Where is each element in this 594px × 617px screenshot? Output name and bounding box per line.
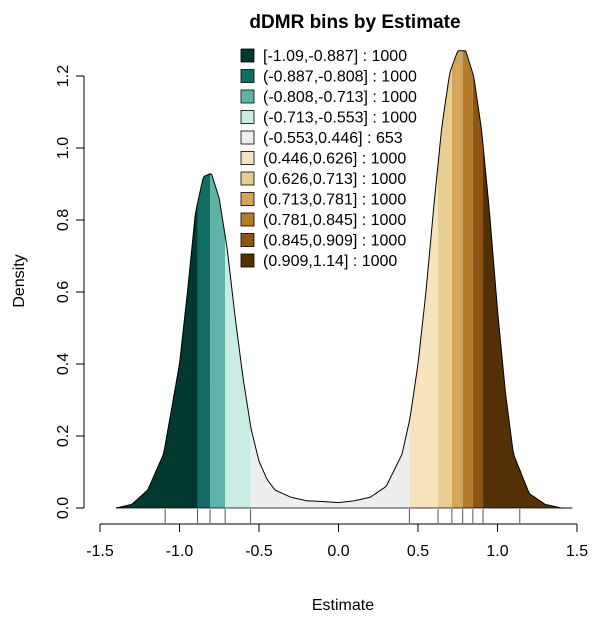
x-tick-label-2: -0.5 [245, 543, 273, 560]
x-tick-label-5: 1.0 [486, 543, 508, 560]
legend-swatch-6 [240, 171, 255, 186]
legend-swatch-10 [240, 253, 255, 268]
x-tick-label-1: -1.0 [166, 543, 194, 560]
bin-band-2 [210, 173, 226, 508]
bin-band-5 [409, 164, 439, 509]
y-tick-label-1: 0.2 [55, 425, 72, 447]
x-tick-label-6: 1.5 [566, 543, 588, 560]
bin-band-8 [462, 50, 473, 509]
bin-band-1 [197, 173, 211, 508]
bin-bands [115, 50, 573, 509]
x-axis-label: Estimate [312, 597, 374, 614]
y-axis-label: Density [11, 254, 28, 307]
y-tick-label-2: 0.4 [55, 353, 72, 375]
bin-band-7 [451, 50, 463, 509]
bin-band-9 [472, 73, 484, 508]
y-tick-label-5: 1.0 [55, 137, 72, 159]
legend-swatch-0 [240, 48, 255, 63]
y-tick-label-3: 0.6 [55, 281, 72, 303]
y-tick-label-4: 0.8 [55, 209, 72, 231]
legend-label-10: (0.909,1.14] : 1000 [263, 253, 397, 270]
bin-band-4 [250, 420, 410, 508]
x-tick-label-0: -1.5 [86, 543, 114, 560]
bin-band-3 [225, 235, 251, 508]
y-tick-label-0: 0.0 [55, 497, 72, 519]
legend-swatch-9 [240, 233, 255, 247]
bin-band-6 [438, 66, 452, 508]
y-axis: 0.0 0.2 0.4 0.6 0.8 1.0 1.2 [55, 65, 85, 519]
bin-band-0 [115, 203, 198, 508]
legend-swatch-7 [240, 192, 255, 206]
x-tick-label-4: 0.5 [407, 543, 429, 560]
legend-swatch-4 [240, 130, 255, 145]
legend-swatch-1 [240, 69, 255, 83]
legend-label-3: (-0.713,-0.553] : 1000 [263, 110, 417, 127]
density-curve-line [115, 50, 573, 509]
x-axis: -1.5 -1.0 -0.5 0.0 0.5 1.0 1.5 [86, 523, 588, 560]
legend-label-4: (-0.553,0.446] : 653 [263, 130, 403, 147]
legend-label-9: (0.845,0.909] : 1000 [263, 233, 406, 250]
chart-title: dDMR bins by Estimate [249, 12, 460, 33]
legend-label-0: [-1.09,-0.887] : 1000 [263, 48, 407, 65]
legend-swatch-8 [240, 212, 255, 227]
legend: [-1.09,-0.887] : 1000 (-0.887,-0.808] : 1… [240, 48, 417, 270]
legend-label-1: (-0.887,-0.808] : 1000 [263, 69, 417, 86]
legend-swatch-3 [240, 110, 255, 124]
bin-band-10 [483, 144, 573, 508]
y-tick-label-6: 1.2 [55, 65, 72, 87]
legend-swatch-2 [240, 89, 255, 104]
rug-marks [164, 509, 521, 523]
legend-swatch-5 [240, 151, 255, 165]
legend-label-8: (0.781,0.845] : 1000 [263, 212, 406, 229]
legend-label-2: (-0.808,-0.713] : 1000 [263, 89, 417, 106]
x-tick-label-3: 0.0 [327, 543, 349, 560]
legend-label-6: (0.626,0.713] : 1000 [263, 171, 406, 188]
legend-label-5: (0.446,0.626] : 1000 [263, 151, 406, 168]
legend-label-7: (0.713,0.781] : 1000 [263, 192, 406, 209]
